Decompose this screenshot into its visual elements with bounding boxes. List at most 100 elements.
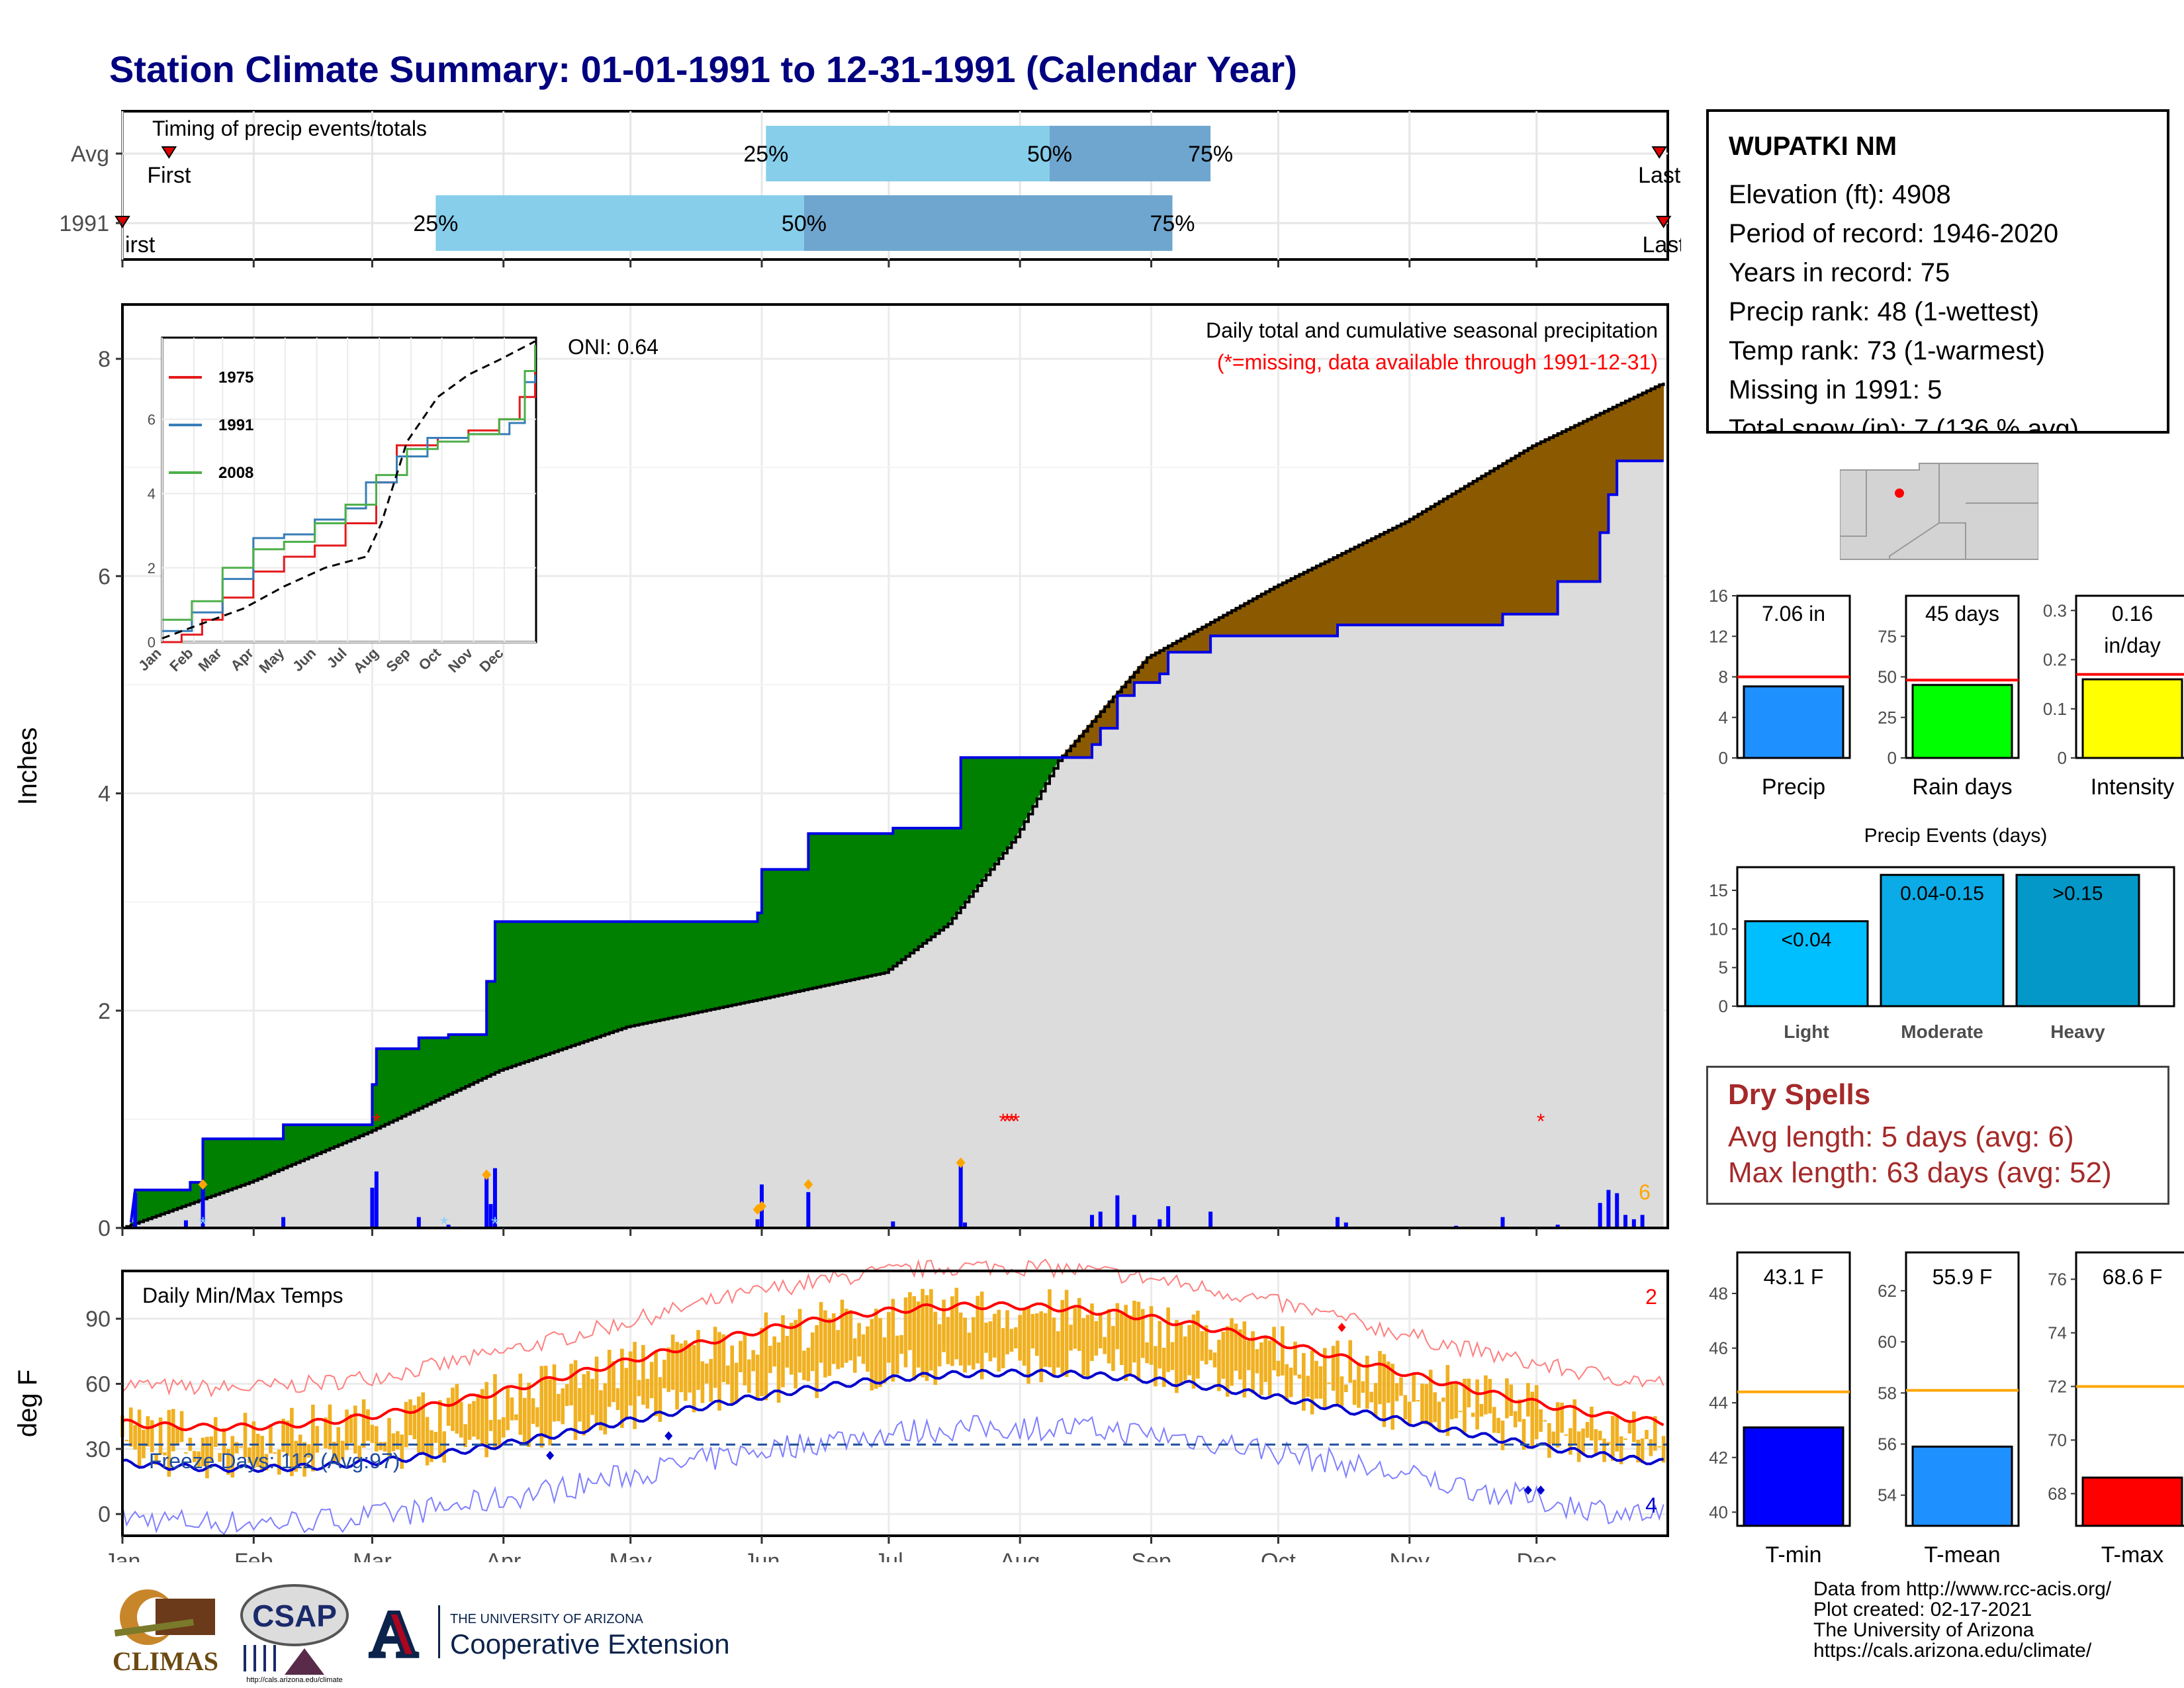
daily-temp-bar	[607, 1350, 612, 1407]
cumulative-departure-fill	[969, 757, 974, 898]
daily-temp-bar	[806, 1347, 811, 1382]
daily-temp-bar	[248, 1447, 251, 1463]
daily-precip-bar	[374, 1171, 379, 1228]
mini-bar-value-label: 45 days	[1925, 602, 1999, 626]
daily-temp-bar	[1581, 1429, 1585, 1454]
daily-precip-bar	[755, 1219, 760, 1228]
daily-temp-bar	[1653, 1416, 1657, 1451]
daily-temp-bar	[1412, 1373, 1416, 1402]
daily-temp-bar	[1179, 1324, 1183, 1384]
daily-temp-bar	[1310, 1350, 1314, 1415]
cumulative-departure-fill	[1367, 538, 1372, 626]
cumulative-departure-fill	[385, 1048, 390, 1125]
inset-legend-label: 1975	[218, 369, 253, 387]
cumulative-departure-fill	[473, 1034, 478, 1083]
timing-last-marker	[1651, 146, 1668, 159]
cumulative-departure-fill	[934, 827, 940, 935]
cumulative-departure-fill	[512, 921, 517, 1067]
cumulative-departure-fill	[1464, 483, 1469, 626]
daily-temp-bar	[997, 1309, 1001, 1372]
snow-day-marker: *	[491, 1213, 499, 1235]
cumulative-departure-fill	[1587, 416, 1592, 582]
cumulative-departure-fill	[1261, 590, 1266, 637]
cumulative-departure-fill	[1396, 523, 1402, 626]
snow-event-marker	[756, 1201, 766, 1212]
daily-temp-bar	[1225, 1326, 1230, 1397]
daily-temp-bar	[988, 1321, 993, 1362]
timing-pct-label: 50%	[1027, 142, 1072, 167]
mini-bar-label: Intensity	[2091, 774, 2175, 800]
daily-temp-bar	[433, 1432, 438, 1443]
daily-temp-bar	[1043, 1313, 1048, 1367]
temperature-summary-bars: 40 42 44 46 48 43.1 F T-min 54 56 58 60 62 55.9 F T-m…	[1709, 1251, 2184, 1568]
daily-temp-bar	[705, 1363, 709, 1384]
record-low-marker	[1524, 1485, 1532, 1495]
daily-temp-bar	[1479, 1403, 1484, 1417]
daily-temp-bar	[1420, 1383, 1424, 1424]
cumulative-departure-fill	[1349, 546, 1355, 626]
daily-precip-bar	[281, 1217, 286, 1228]
temp-bar-y-tick: 58	[1878, 1383, 1897, 1403]
cumulative-departure-fill	[913, 827, 919, 951]
cumulative-departure-fill	[1282, 580, 1287, 637]
daily-temp-bar	[1492, 1407, 1496, 1433]
temp-bar-y-tick: 56	[1878, 1434, 1897, 1454]
precip-events-y-tick: 10	[1709, 919, 1728, 939]
daily-temp-bar	[548, 1379, 552, 1446]
cumulative-departure-fill	[1481, 473, 1486, 626]
cumulative-departure-fill	[842, 833, 847, 982]
cumulative-departure-fill	[1404, 518, 1410, 626]
daily-temp-bar	[1204, 1325, 1208, 1365]
temp-bar-value	[2081, 1476, 2183, 1527]
cumulative-departure-fill	[774, 868, 780, 997]
cumulative-departure-fill	[524, 921, 529, 1062]
daily-temp-bar	[1221, 1331, 1226, 1379]
daily-temp-bar	[531, 1398, 535, 1425]
cumulative-departure-fill	[1265, 588, 1271, 637]
daily-temp-bar	[781, 1315, 785, 1387]
cumulative-departure-fill	[829, 833, 835, 985]
daily-temp-bar	[175, 1428, 179, 1444]
daily-temp-bar	[281, 1419, 285, 1452]
daily-temp-bar	[269, 1424, 273, 1454]
daily-temp-bar	[670, 1335, 675, 1390]
daily-temp-bar	[870, 1319, 874, 1391]
daily-temp-bar	[1534, 1385, 1539, 1440]
dry-spells-box: Dry Spells Avg length: 5 days (avg: 6) M…	[1706, 1066, 2169, 1205]
cumulative-departure-fill	[210, 1138, 216, 1197]
cumulative-departure-fill	[1468, 481, 1474, 626]
daily-temp-bar	[933, 1311, 938, 1385]
daily-temp-bar	[396, 1431, 400, 1450]
station-info-line: Years in record: 75	[1729, 258, 1950, 287]
y-tick-label: 6	[98, 564, 111, 589]
cumulative-departure-fill	[1316, 563, 1321, 637]
daily-temp-bar	[972, 1317, 976, 1370]
temp-bar-y-tick: 48	[1709, 1284, 1728, 1303]
cumulative-departure-fill	[224, 1138, 229, 1192]
daily-temp-bar	[1390, 1364, 1394, 1430]
cumulative-departure-fill	[1659, 382, 1664, 461]
daily-temp-bar	[197, 1451, 201, 1467]
daily-temp-bar	[654, 1351, 658, 1417]
cumulative-departure-fill	[147, 1190, 153, 1219]
daily-temp-bar	[1073, 1307, 1077, 1349]
cumulative-departure-fill	[689, 921, 695, 1015]
daily-temp-bar	[1619, 1436, 1623, 1465]
daily-temp-bar	[1623, 1438, 1627, 1440]
cumulative-departure-fill	[1574, 422, 1580, 582]
temp-bar-y-tick: 68	[2048, 1483, 2067, 1503]
daily-temp-bar	[201, 1437, 205, 1467]
daily-temp-bar	[1187, 1325, 1191, 1376]
cumulative-departure-fill	[139, 1190, 144, 1223]
cumulative-departure-fill	[1019, 757, 1025, 831]
temp-bar-y-tick: 62	[1878, 1281, 1897, 1301]
daily-temp-bar	[692, 1344, 696, 1413]
temp-bar-y-tick: 40	[1709, 1502, 1728, 1522]
daily-temp-bar	[527, 1382, 531, 1447]
missing-caption: (*=missing, data available through 1991-…	[1217, 350, 1658, 374]
daily-temp-bar	[1242, 1321, 1247, 1398]
cumulative-departure-fill	[897, 827, 902, 964]
cumulative-departure-fill	[152, 1190, 157, 1218]
timing-pct-label: 25%	[413, 211, 458, 236]
